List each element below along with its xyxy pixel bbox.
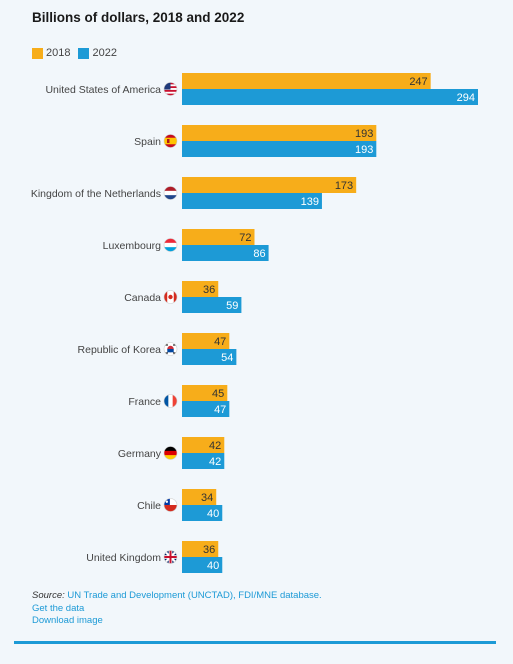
category-label: France — [128, 396, 161, 408]
data-label-2022: 47 — [214, 404, 226, 416]
netherlands-flag-icon — [163, 186, 178, 200]
source-text[interactable]: UN Trade and Development (UNCTAD), FDI/M… — [67, 590, 322, 601]
category-label: Spain — [134, 136, 161, 148]
legend-swatch-2018 — [32, 47, 43, 59]
data-label-2018: 193 — [355, 128, 373, 140]
chart-title: Billions of dollars, 2018 and 2022 — [32, 10, 245, 25]
download-image-link[interactable]: Download image — [32, 615, 103, 626]
data-label-2018: 45 — [212, 388, 224, 400]
data-label-2018: 247 — [409, 76, 427, 88]
data-label-2018: 72 — [239, 232, 251, 244]
legend-label-2022: 2022 — [92, 47, 117, 59]
data-label-2018: 34 — [201, 492, 213, 504]
bar-2018 — [182, 333, 230, 349]
bar-2022 — [182, 193, 322, 209]
data-label-2022: 54 — [221, 352, 233, 364]
bar-chart: 247 294 United States of America 193 193 Spai… — [31, 73, 478, 573]
category-label: Canada — [124, 292, 161, 304]
bar-2022 — [182, 245, 269, 261]
bar-2022 — [182, 401, 230, 417]
korea-flag-icon — [163, 342, 178, 356]
bar-2022 — [182, 349, 237, 365]
bar-2022 — [182, 89, 478, 105]
germany-flag-icon — [163, 446, 178, 460]
bar-2018 — [182, 73, 431, 89]
data-label-2022: 193 — [355, 144, 373, 156]
category-label: United States of America — [45, 84, 161, 96]
chile-flag-icon — [163, 498, 178, 512]
category-label: United Kingdom — [86, 552, 161, 564]
footer-divider — [14, 641, 496, 644]
legend-item-2018: 2018 — [32, 47, 70, 59]
data-label-2022: 59 — [226, 300, 238, 312]
source-line: Source: UN Trade and Development (UNCTAD… — [32, 590, 322, 603]
data-label-2022: 40 — [207, 560, 219, 572]
data-label-2022: 294 — [457, 92, 475, 104]
category-label: Chile — [137, 500, 161, 512]
bar-2018 — [182, 125, 377, 141]
france-flag-icon — [163, 394, 178, 408]
data-label-2018: 47 — [214, 336, 226, 348]
legend-item-2022: 2022 — [78, 47, 117, 59]
category-label: Republic of Korea — [78, 344, 162, 356]
bar-2018 — [182, 229, 255, 245]
data-label-2018: 173 — [335, 180, 353, 192]
bar-2018 — [182, 489, 217, 505]
data-label-2018: 36 — [203, 544, 215, 556]
category-label: Luxembourg — [103, 240, 162, 252]
source-block: Source: UN Trade and Development (UNCTAD… — [32, 590, 322, 628]
category-label: Germany — [118, 448, 162, 460]
data-label-2022: 40 — [207, 508, 219, 520]
bar-2022 — [182, 297, 242, 313]
bar-2018 — [182, 385, 228, 401]
data-label-2018: 36 — [203, 284, 215, 296]
usa-flag-icon — [163, 82, 178, 96]
bar-2018 — [182, 281, 219, 297]
data-label-2018: 42 — [209, 440, 221, 452]
bar-2018 — [182, 437, 225, 453]
uk-flag-icon — [163, 550, 178, 564]
category-label: Kingdom of the Netherlands — [31, 188, 161, 200]
bar-2022 — [182, 505, 223, 521]
spain-flag-icon — [163, 134, 178, 148]
bar-2022 — [182, 557, 223, 573]
legend-label-2018: 2018 — [46, 47, 71, 59]
get-data-link[interactable]: Get the data — [32, 602, 85, 614]
data-label-2022: 139 — [301, 196, 319, 208]
bar-2022 — [182, 141, 377, 157]
luxembourg-flag-icon — [163, 238, 178, 252]
canada-flag-icon — [163, 290, 178, 304]
bar-2018 — [182, 541, 219, 557]
legend: 2018 2022 — [32, 47, 125, 59]
data-label-2022: 86 — [253, 248, 265, 260]
bar-2022 — [182, 453, 225, 469]
data-label-2022: 42 — [209, 456, 221, 468]
source-label: Source: — [32, 590, 65, 601]
bar-2018 — [182, 177, 357, 193]
legend-swatch-2022 — [78, 47, 90, 59]
